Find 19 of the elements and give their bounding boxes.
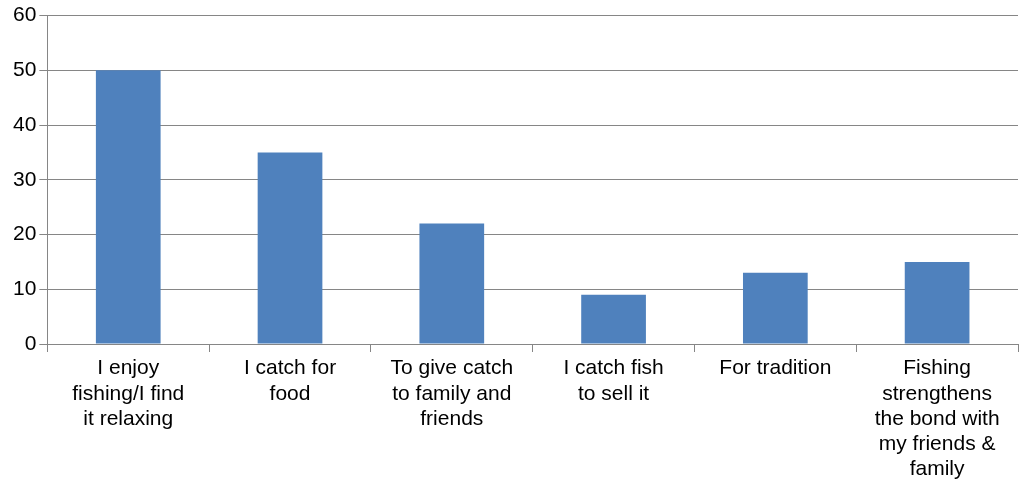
y-tick-label: 10 [13, 276, 37, 300]
bar [257, 152, 323, 344]
x-tick-label: I catch fish to sell it [563, 355, 664, 404]
y-tick-label: 20 [13, 221, 37, 245]
bar [904, 261, 970, 344]
x-tick-label: Fishing strengthens the bond with my friends & family [874, 355, 1000, 480]
x-tick-label: To give catch to family and friends [390, 355, 514, 429]
y-tick-label: 50 [13, 57, 37, 81]
y-tick-label: 0 [24, 330, 37, 354]
bar [95, 70, 161, 344]
bar [581, 294, 646, 344]
x-tick-label: I catch for food [243, 355, 337, 404]
bar [742, 272, 808, 344]
y-tick-label: 60 [13, 2, 37, 26]
y-tick-label: 30 [13, 166, 37, 190]
x-tick-label: For tradition [719, 355, 832, 379]
bar [419, 223, 485, 344]
x-tick-label: I enjoy fishing/I find it relaxing [72, 355, 185, 429]
y-tick-label: 40 [13, 111, 37, 135]
